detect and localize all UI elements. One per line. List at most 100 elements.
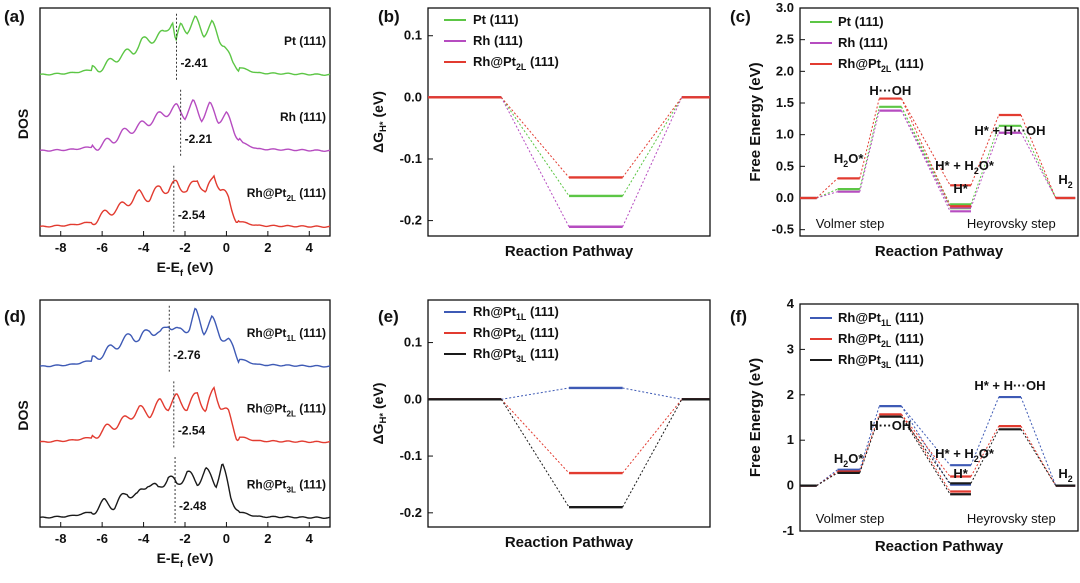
y-axis-title-part: H* xyxy=(378,121,389,132)
state-label-h-h2o-part: O* xyxy=(979,446,995,461)
series-label-part: 1L xyxy=(286,334,296,343)
y-tick-label: -0.1 xyxy=(400,448,422,463)
plot-frame xyxy=(427,7,711,237)
connector-line xyxy=(901,414,951,492)
legend-label-part: 2L xyxy=(516,62,527,72)
connector-line xyxy=(970,396,1000,466)
legend-label-part: (111) xyxy=(526,54,559,69)
y-axis-title: Free Energy (eV) xyxy=(747,358,764,477)
y-tick-label: 0.0 xyxy=(404,89,422,104)
state-label-h-h2o-part: H* + H xyxy=(935,158,974,173)
y-tick-label: 0 xyxy=(787,478,794,493)
series-label: Rh@Pt2L (111) xyxy=(247,186,326,203)
x-axis-title: Reaction Pathway xyxy=(875,243,1004,260)
y-tick-label: 0.5 xyxy=(776,158,794,173)
state-label-h-oh: H···OH xyxy=(869,418,911,433)
state-label-h2o-part: 2 xyxy=(843,459,848,469)
legend-label-part: Rh@Pt xyxy=(473,325,517,340)
x-tick-label: -4 xyxy=(138,240,150,255)
y-axis-title-part: H* xyxy=(378,413,389,424)
y-tick-label: 2 xyxy=(787,387,794,402)
legend-label: Rh@Pt1L (111) xyxy=(838,310,924,328)
series-label: Rh@Pt2L (111) xyxy=(247,402,326,419)
x-axis-title: Reaction Pathway xyxy=(505,534,634,551)
d-band-value-label: -2.54 xyxy=(178,208,206,222)
state-label-h2o: H2O* xyxy=(834,151,864,169)
series-label-part: Rh@Pt xyxy=(247,186,287,200)
y-axis-title: ΔGH* (eV) xyxy=(370,383,389,445)
state-label-h-h2o: H* + H2O* xyxy=(935,446,995,464)
y-tick-label: 0.0 xyxy=(404,391,422,406)
series-label: Rh@Pt3L (111) xyxy=(247,477,326,494)
panel-label: (a) xyxy=(4,7,25,26)
state-label-h2: H2 xyxy=(1058,172,1072,190)
x-axis-title-part: E-E xyxy=(157,550,180,566)
state-label-h2o-part: 2 xyxy=(843,159,848,169)
connector-line xyxy=(622,399,683,508)
connector-line xyxy=(622,97,683,178)
step-label-volmer: Volmer step xyxy=(816,511,885,526)
connector-line xyxy=(1020,429,1057,486)
state-label-h-h2o-part: O* xyxy=(979,158,995,173)
connector-line xyxy=(816,178,838,199)
y-axis-title: DOS xyxy=(15,109,31,139)
d-band-value-label: -2.76 xyxy=(173,348,201,362)
connector-line xyxy=(901,416,951,484)
state-label-h-h2o-part: 2 xyxy=(974,166,979,176)
free-energy-chart: -1 0 1 2 3 4 Reaction Pathway Free Energy (eV) R… xyxy=(747,296,1079,555)
series-label-part: Pt (111) xyxy=(284,34,326,48)
connector-line xyxy=(970,132,1000,208)
x-axis-title-part: f xyxy=(180,268,184,279)
y-axis-title: Free Energy (eV) xyxy=(747,62,764,181)
connector-line xyxy=(622,97,683,197)
connector-line xyxy=(859,406,880,470)
series-label-part: (111) xyxy=(296,402,326,416)
connector-line xyxy=(901,405,951,466)
x-tick-label: -2 xyxy=(179,240,191,255)
legend-label-part: 2L xyxy=(881,64,892,74)
legend-label-part: (111) xyxy=(891,331,924,346)
y-tick-label: -0.5 xyxy=(772,222,794,237)
connector-line xyxy=(816,471,838,487)
state-label-h2o-part: O* xyxy=(848,451,864,466)
state-label-h2o-part: H xyxy=(834,151,843,166)
state-label-h2o-part: O* xyxy=(848,151,864,166)
series-label: Rh@Pt1L (111) xyxy=(247,326,326,343)
legend-label: Rh (111) xyxy=(473,33,523,48)
series-label-part: 2L xyxy=(286,410,296,419)
plot-frame xyxy=(799,303,1079,532)
state-label-h-h-oh: H* + H···OH xyxy=(974,123,1045,138)
panel-label: (e) xyxy=(378,307,399,326)
x-tick-label: -2 xyxy=(179,531,191,546)
legend-label-part: 3L xyxy=(881,360,892,370)
connector-line xyxy=(816,188,838,199)
state-label-h-star: H* xyxy=(953,466,968,481)
state-label-h2o: H2O* xyxy=(834,451,864,469)
y-tick-label: -0.1 xyxy=(400,151,422,166)
dg-chart: 0.1 0.0 -0.1 -0.2 Reaction Pathway ΔGH* (eV) P… xyxy=(370,7,711,260)
x-tick-label: -6 xyxy=(96,240,108,255)
connector-line xyxy=(816,472,838,487)
legend-label-part: (111) xyxy=(891,310,924,325)
d-band-value-label: -2.21 xyxy=(185,132,213,146)
y-axis-title-part: (eV) xyxy=(370,383,386,413)
legend-label: Pt (111) xyxy=(473,12,519,27)
series-label-part: 2L xyxy=(286,194,296,203)
y-tick-label: -0.2 xyxy=(400,505,422,520)
legend-label-part: 1L xyxy=(881,318,892,328)
connector-line xyxy=(970,114,1000,186)
y-tick-label: 0.1 xyxy=(404,335,422,350)
y-tick-label: 1 xyxy=(787,432,794,447)
y-tick-label: -0.2 xyxy=(400,213,422,228)
x-tick-label: 2 xyxy=(264,531,271,546)
state-label-h-oh: H···OH xyxy=(869,83,911,98)
connector-line xyxy=(1020,132,1057,199)
legend-label-part: Pt (111) xyxy=(838,14,884,29)
legend-label-part: 2L xyxy=(516,333,527,343)
dos-curve xyxy=(39,15,331,77)
panel-label: (c) xyxy=(730,7,751,26)
x-axis-title: Reaction Pathway xyxy=(875,538,1004,555)
legend-label: Rh@Pt2L (111) xyxy=(473,54,559,72)
legend-label-part: Pt (111) xyxy=(473,12,519,27)
legend-label: Rh@Pt2L (111) xyxy=(838,331,924,349)
